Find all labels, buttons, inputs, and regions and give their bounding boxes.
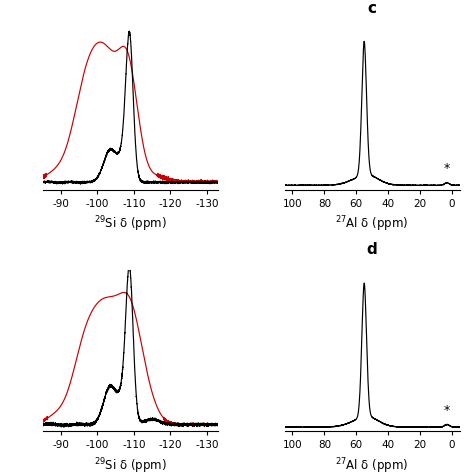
X-axis label: $^{27}$Al δ (ppm): $^{27}$Al δ (ppm) [336,214,409,234]
Text: c: c [368,0,377,16]
X-axis label: $^{29}$Si δ (ppm): $^{29}$Si δ (ppm) [94,214,167,234]
X-axis label: $^{27}$Al δ (ppm): $^{27}$Al δ (ppm) [336,456,409,474]
Text: *: * [444,404,450,417]
X-axis label: $^{29}$Si δ (ppm): $^{29}$Si δ (ppm) [94,456,167,474]
Text: d: d [367,242,377,257]
Text: *: * [444,162,450,175]
